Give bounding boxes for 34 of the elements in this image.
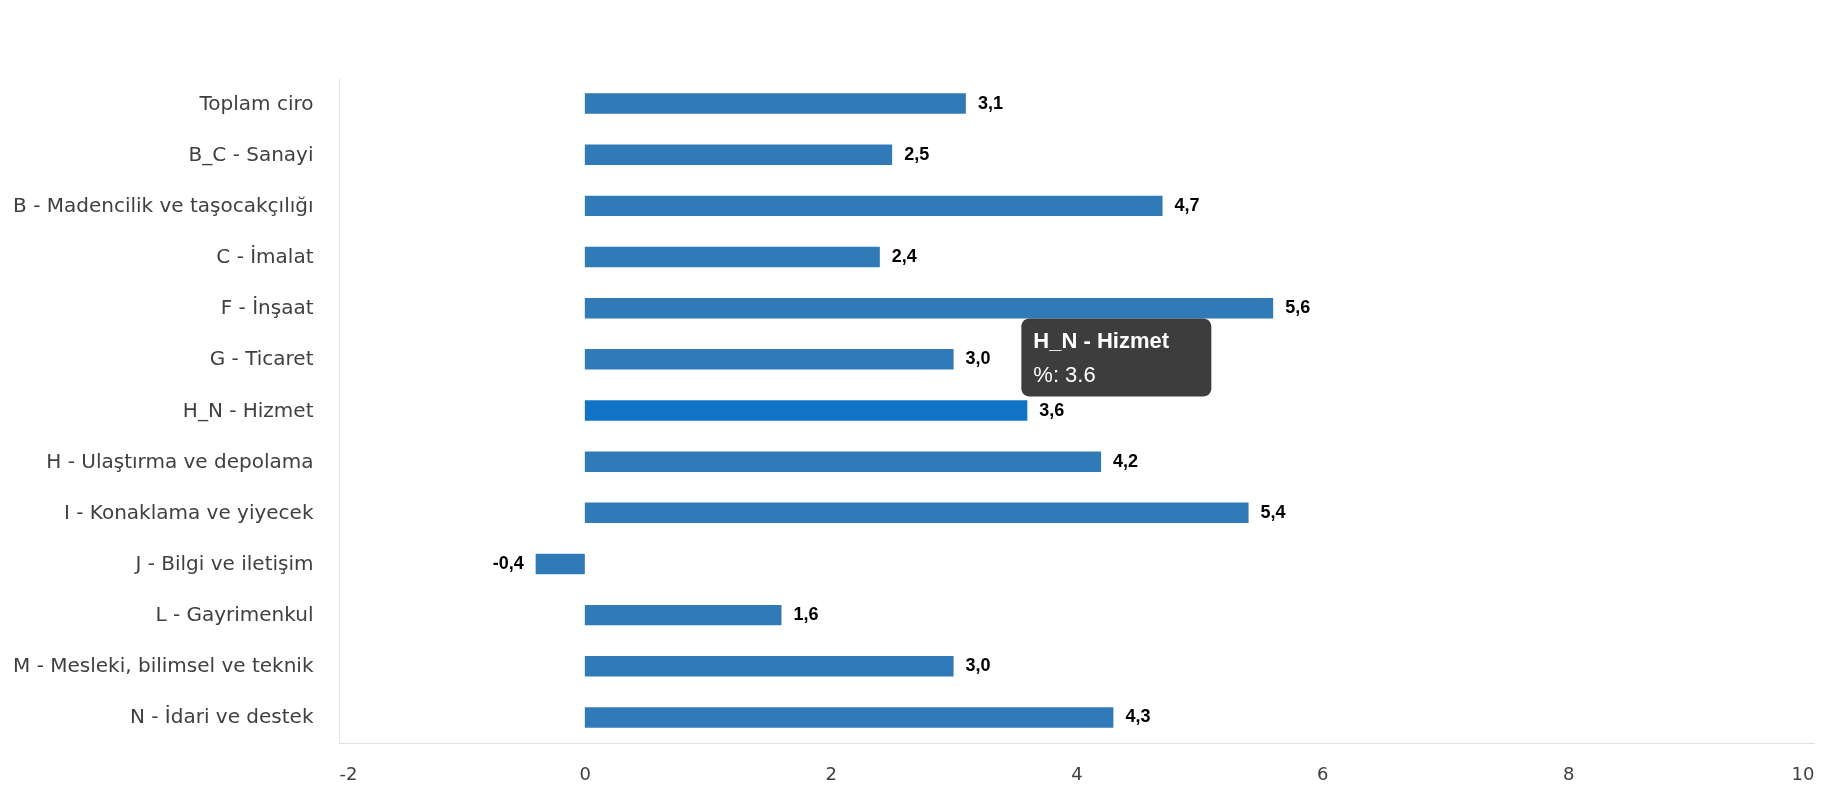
annotation: H_N - Hizmet %: 3.6 [1033, 327, 1170, 387]
y-tick-label: H_N - Hizmet [182, 397, 314, 422]
y-tick-label: H - Ulaştırma ve depolama [46, 448, 314, 473]
data-label: 4,2 [1113, 450, 1139, 471]
data-label: 2,4 [891, 246, 917, 267]
y-tick-label: M - Mesleki, bilimsel ve teknik [13, 653, 314, 678]
y-tick-label: N - İdari ve destek [129, 704, 314, 729]
data-label: 3,0 [965, 348, 991, 369]
y-tick-label: J - Bilgi ve iletişim [133, 550, 314, 575]
y-tick-label: Toplam ciro [198, 90, 314, 115]
data-label: 1,6 [793, 604, 819, 625]
data-label: 4,3 [1125, 706, 1151, 727]
data-label: 5,6 [1285, 297, 1311, 318]
y-tick-label: G - Ticaret [209, 346, 314, 371]
x-tick-label: 6 [1317, 762, 1329, 784]
data-label: 3,0 [965, 655, 991, 676]
x-tick-label: 10 [1791, 762, 1815, 784]
data-label: 3,6 [1039, 399, 1065, 420]
y-tick-label: I - Konaklama ve yiyecek [63, 499, 314, 524]
x-tick-label: 8 [1562, 762, 1575, 784]
x-tick-label: 0 [579, 762, 592, 784]
y-tick-label: C - İmalat [216, 244, 314, 269]
y-tick-label: F - İnşaat [220, 295, 314, 320]
y-tick-label: B - Madencilik ve taşocakçılığı [13, 192, 314, 217]
data-label: -0,4 [492, 552, 524, 573]
y-tick-label: B_C - Sanayi [188, 141, 314, 166]
x-tick-label: -2 [339, 762, 358, 784]
data-label: 2,5 [904, 143, 930, 164]
x-tick-label: 2 [825, 762, 837, 784]
y-tick-label: L - Gayrimenkul [155, 602, 314, 627]
data-label: 3,1 [977, 92, 1003, 113]
data-label: 4,7 [1174, 194, 1200, 215]
data-label: 5,4 [1260, 501, 1286, 522]
x-tick-label: 4 [1071, 762, 1083, 784]
